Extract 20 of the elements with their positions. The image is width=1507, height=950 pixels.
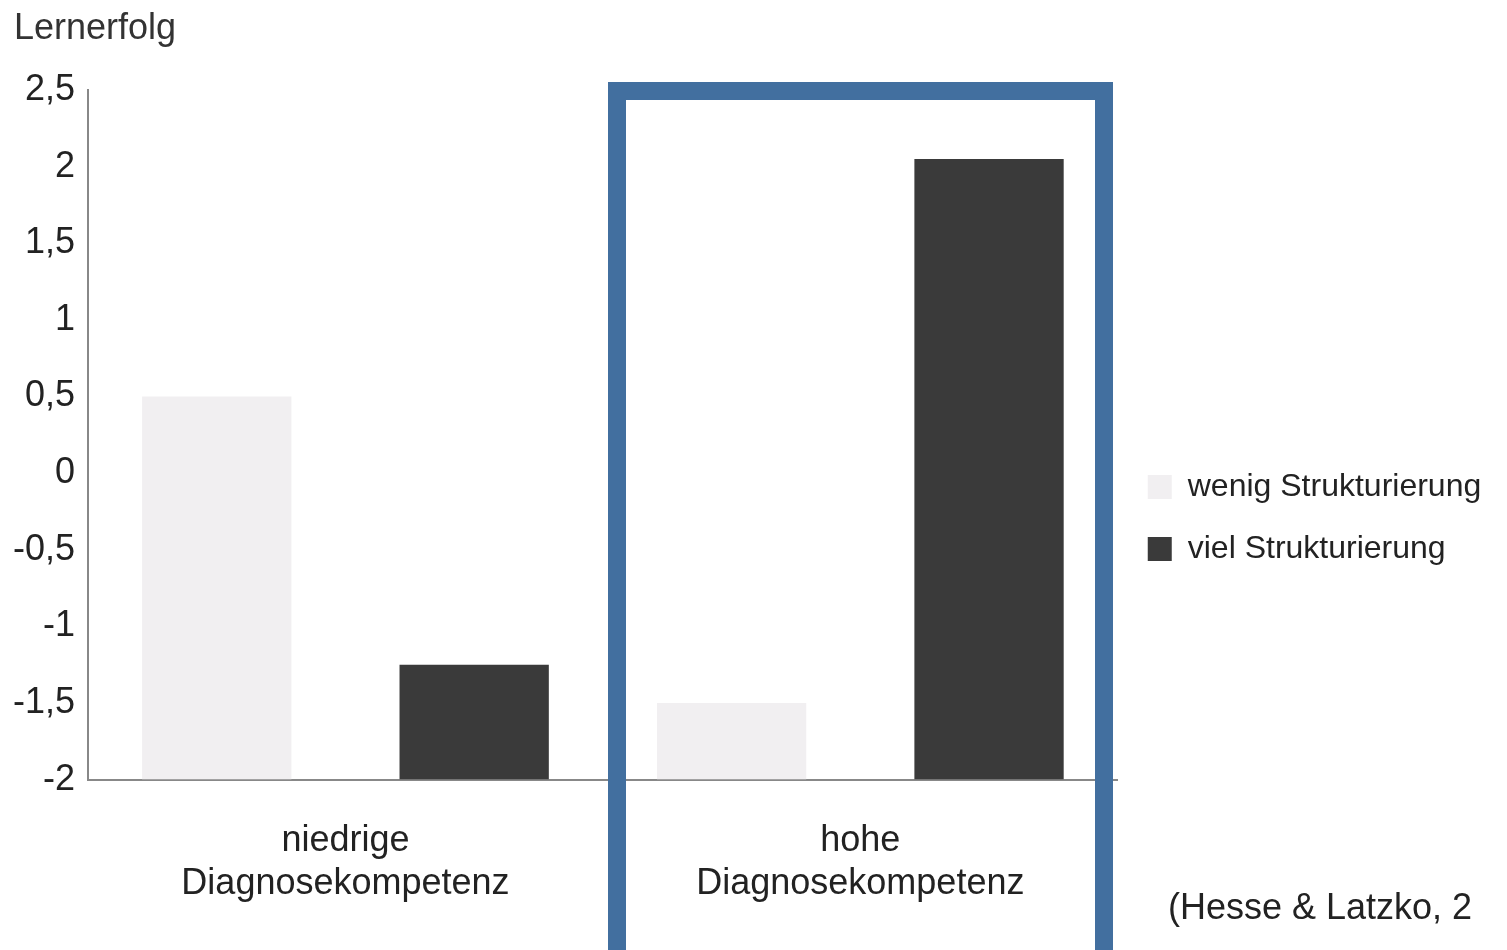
bar xyxy=(656,702,807,780)
x-tick-label: hohe Diagnosekompetenz xyxy=(696,818,1025,903)
text: (Hesse & Latzko, 2 xyxy=(1168,886,1473,928)
y-tick-label: -0,5 xyxy=(12,526,76,568)
y-tick-label: 2 xyxy=(55,143,76,185)
bar xyxy=(142,396,292,780)
y-axis-title: Lernerfolg xyxy=(14,6,177,48)
legend-label: wenig Strukturierung xyxy=(1186,466,1482,503)
y-tick-label: -1 xyxy=(43,603,76,645)
bar xyxy=(399,664,549,780)
y-tick-label: 2,5 xyxy=(24,66,76,108)
y-tick-label: -2 xyxy=(43,756,76,798)
y-tick-label: 0 xyxy=(55,450,76,492)
legend-label: viel Strukturierung xyxy=(1187,528,1446,565)
y-tick-label: 1,5 xyxy=(24,220,76,262)
y-tick-label: 1 xyxy=(55,296,76,338)
y-tick-label: 0,5 xyxy=(24,373,76,415)
x-tick-label: niedrige Diagnosekompetenz xyxy=(181,818,510,903)
y-tick-label: -1,5 xyxy=(12,679,76,721)
bar xyxy=(914,158,1064,780)
